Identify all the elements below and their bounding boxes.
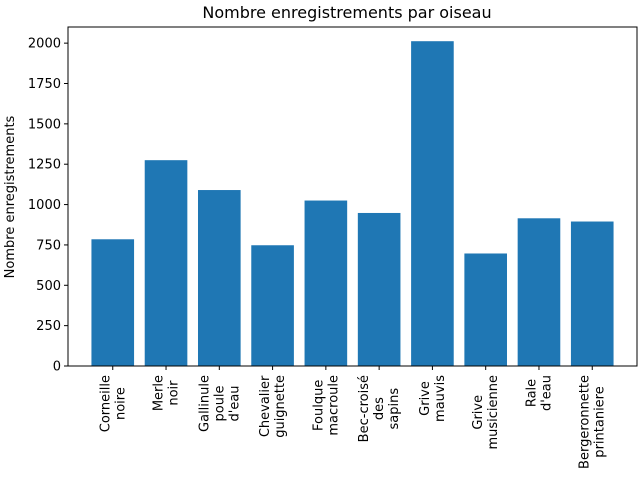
plot-frame: [67, 26, 638, 367]
y-tick-label: 0: [53, 360, 61, 375]
chart-title: Nombre enregistrements par oiseau: [202, 3, 491, 22]
x-tick-label: Grivemusicienne: [471, 375, 501, 450]
x-tick-label: Raled'eau: [524, 375, 554, 411]
y-tick-label: 500: [36, 279, 61, 294]
x-tick-label-line: Gallinule: [197, 375, 212, 432]
x-tick-label-line: macroule: [326, 375, 341, 436]
bar-9: [570, 221, 614, 366]
y-tick-label: 1750: [28, 77, 61, 92]
bar-0: [91, 239, 135, 366]
bar-1: [144, 160, 188, 366]
bar-4: [304, 200, 348, 366]
x-tick-label: Chevalierguignette: [258, 375, 288, 438]
x-tick-label: Foulquemacroule: [311, 375, 341, 436]
x-tick-label-line: Rale: [524, 379, 539, 407]
y-tick-label: 250: [36, 319, 61, 334]
x-tick-label-line: Bergeronnette: [578, 375, 593, 469]
y-axis-label: Nombre enregistrements: [3, 115, 18, 278]
x-tick-label-line: Corneille: [98, 375, 113, 432]
x-tick-label: Corneillenoire: [98, 375, 128, 432]
bar-6: [411, 41, 454, 366]
x-tick-label-line: des: [372, 397, 387, 420]
x-axis-ticks: Corneillenoire Merlenoir Gallinulepouled'e…: [98, 366, 608, 469]
x-tick-label-line: printaniere: [593, 386, 608, 457]
x-tick-label: Grivemauvis: [418, 375, 448, 422]
x-tick-label-line: Grive: [418, 381, 433, 416]
y-axis-ticks: 0 250 500 750 1000 1250 1500 1750 2000: [28, 37, 68, 375]
x-tick-label-line: d'eau: [539, 375, 554, 411]
bar-3: [251, 245, 294, 366]
x-tick-label-line: Chevalier: [258, 375, 273, 437]
bar-8: [517, 218, 561, 366]
y-tick-label: 1250: [28, 158, 61, 173]
y-tick-label: 1000: [28, 198, 61, 213]
x-tick-label-line: noire: [113, 387, 128, 420]
x-tick-label-line: Merle: [152, 375, 167, 411]
x-tick-label-line: d'eau: [227, 385, 242, 421]
x-tick-label-line: Foulque: [311, 380, 326, 431]
y-tick-label: 2000: [28, 37, 61, 52]
x-tick-label-line: Bec-croisé: [357, 375, 372, 442]
bar-7: [464, 253, 508, 366]
x-tick-label: Merlenoir: [152, 375, 182, 411]
bar-2: [197, 190, 241, 366]
bars-group: [91, 41, 614, 366]
x-tick-label-line: poule: [212, 385, 227, 421]
x-tick-label-line: sapins: [387, 388, 402, 430]
x-tick-label: Bergeronnetteprintaniere: [578, 375, 608, 469]
x-tick-label: Bec-croisédessapins: [357, 375, 402, 442]
bar-5: [357, 212, 401, 366]
x-tick-label: Gallinulepouled'eau: [197, 375, 242, 432]
y-tick-label: 1500: [28, 117, 61, 132]
y-tick-label: 750: [36, 238, 61, 253]
x-tick-label-line: Grive: [471, 395, 486, 430]
x-tick-label-line: noir: [167, 380, 182, 406]
x-tick-label-line: guignette: [273, 375, 288, 438]
x-tick-label-line: mauvis: [433, 375, 448, 422]
x-tick-label-line: musicienne: [486, 375, 501, 450]
